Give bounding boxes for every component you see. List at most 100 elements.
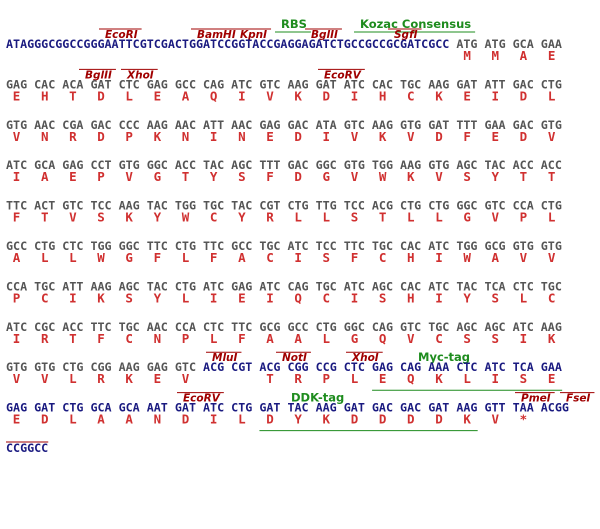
amino-acid: K: [154, 129, 162, 144]
amino-acid: E: [492, 129, 500, 144]
amino-acid: E: [266, 129, 274, 144]
amino-acid: F: [154, 250, 162, 265]
amino-acid: I: [238, 88, 246, 103]
amino-acid: I: [266, 290, 274, 305]
amino-acid: I: [210, 290, 218, 305]
enzyme-label: EcoRV: [324, 69, 362, 81]
feature-label: Myc-tag: [418, 350, 470, 364]
amino-acid: L: [463, 371, 471, 386]
amino-acid: E: [13, 412, 21, 427]
amino-acid: L: [125, 88, 133, 103]
amino-acid: L: [182, 290, 190, 305]
enzyme-label: KpnI: [240, 29, 267, 41]
amino-acid: V: [492, 210, 500, 225]
amino-acid: G: [351, 331, 359, 346]
amino-acid: K: [407, 169, 415, 184]
amino-acid: V: [548, 250, 556, 265]
amino-acid: I: [210, 129, 218, 144]
amino-acid: S: [125, 290, 133, 305]
amino-acid: R: [294, 371, 302, 386]
amino-acid: E: [548, 48, 556, 63]
amino-acid: F: [238, 331, 246, 346]
amino-acid: V: [407, 331, 415, 346]
amino-acid: A: [266, 331, 274, 346]
amino-acid: L: [435, 210, 443, 225]
amino-acid: W: [379, 169, 387, 184]
amino-acid: D: [294, 129, 302, 144]
amino-acid: Y: [463, 290, 471, 305]
amino-acid: F: [97, 331, 105, 346]
amino-acid: I: [351, 290, 359, 305]
amino-acid: F: [266, 169, 274, 184]
enzyme-label: BglII: [85, 69, 112, 81]
amino-acid: L: [520, 290, 528, 305]
amino-acid: K: [435, 88, 443, 103]
feature-label: RBS: [281, 17, 307, 31]
amino-acid: N: [182, 129, 190, 144]
amino-acid: K: [125, 210, 133, 225]
amino-acid: R: [266, 210, 274, 225]
amino-acid: S: [97, 210, 105, 225]
amino-acid: V: [266, 88, 274, 103]
amino-acid: D: [520, 129, 528, 144]
amino-acid: Y: [492, 169, 500, 184]
amino-acid: S: [492, 331, 500, 346]
amino-acid: D: [351, 412, 359, 427]
enzyme-label: PmeI: [521, 393, 551, 405]
enzyme-label: NotI: [282, 352, 307, 364]
amino-acid: A: [97, 412, 105, 427]
amino-acid: K: [463, 412, 471, 427]
amino-acid: K: [294, 88, 302, 103]
amino-acid: A: [492, 250, 500, 265]
amino-acid: P: [323, 371, 331, 386]
amino-acid: L: [69, 412, 77, 427]
amino-acid: E: [238, 290, 246, 305]
amino-acid: L: [294, 210, 302, 225]
amino-acid: I: [492, 371, 500, 386]
amino-acid: V: [69, 210, 77, 225]
amino-acid: I: [435, 250, 443, 265]
amino-acid: T: [69, 331, 77, 346]
amino-acid: V: [13, 129, 21, 144]
amino-acid: V: [435, 169, 443, 184]
amino-acid: L: [69, 371, 77, 386]
dna-sequence: GAG CAC ACA GAT CTC GAG GCC CAG ATC GTC …: [6, 77, 562, 91]
amino-acid: Q: [407, 371, 415, 386]
amino-acid: H: [379, 88, 387, 103]
amino-acid: W: [463, 250, 471, 265]
amino-acid: D: [520, 88, 528, 103]
amino-acid: I: [210, 412, 218, 427]
enzyme-label: FseI: [566, 393, 591, 405]
amino-acid: V: [492, 412, 500, 427]
amino-acid: W: [97, 250, 105, 265]
dna-sequence: CCA TGC ATT AAG AGC TAC CTG ATC GAG ATC …: [6, 279, 562, 293]
amino-acid: E: [548, 371, 556, 386]
amino-acid: P: [13, 290, 21, 305]
dna-sequence: ATC GCA GAG CCT GTG GGC ACC TAC AGC TTT …: [6, 158, 562, 172]
amino-acid: E: [69, 169, 77, 184]
amino-acid: I: [13, 331, 21, 346]
amino-acid: S: [463, 331, 471, 346]
amino-acid: C: [41, 290, 49, 305]
amino-acid: L: [210, 331, 218, 346]
amino-acid: V: [351, 129, 359, 144]
amino-acid: I: [294, 250, 302, 265]
amino-acid: M: [463, 48, 471, 63]
amino-acid: Y: [294, 412, 302, 427]
amino-acid: P: [97, 169, 105, 184]
amino-acid: G: [323, 169, 331, 184]
enzyme-label: XhoI: [351, 352, 379, 364]
enzyme-label: BglII: [311, 29, 338, 41]
amino-acid: H: [407, 290, 415, 305]
amino-acid: D: [379, 412, 387, 427]
amino-acid: K: [323, 412, 331, 427]
amino-acid: N: [41, 129, 49, 144]
amino-acid: S: [351, 210, 359, 225]
amino-acid: L: [548, 210, 556, 225]
amino-acid: T: [266, 371, 274, 386]
amino-acid: D: [407, 412, 415, 427]
amino-acid: R: [69, 129, 77, 144]
amino-acid: F: [351, 250, 359, 265]
dna-sequence: GTG GTG CTG CGG AAG GAG GTC ACG CGT ACG …: [6, 360, 562, 374]
amino-acid: S: [463, 169, 471, 184]
